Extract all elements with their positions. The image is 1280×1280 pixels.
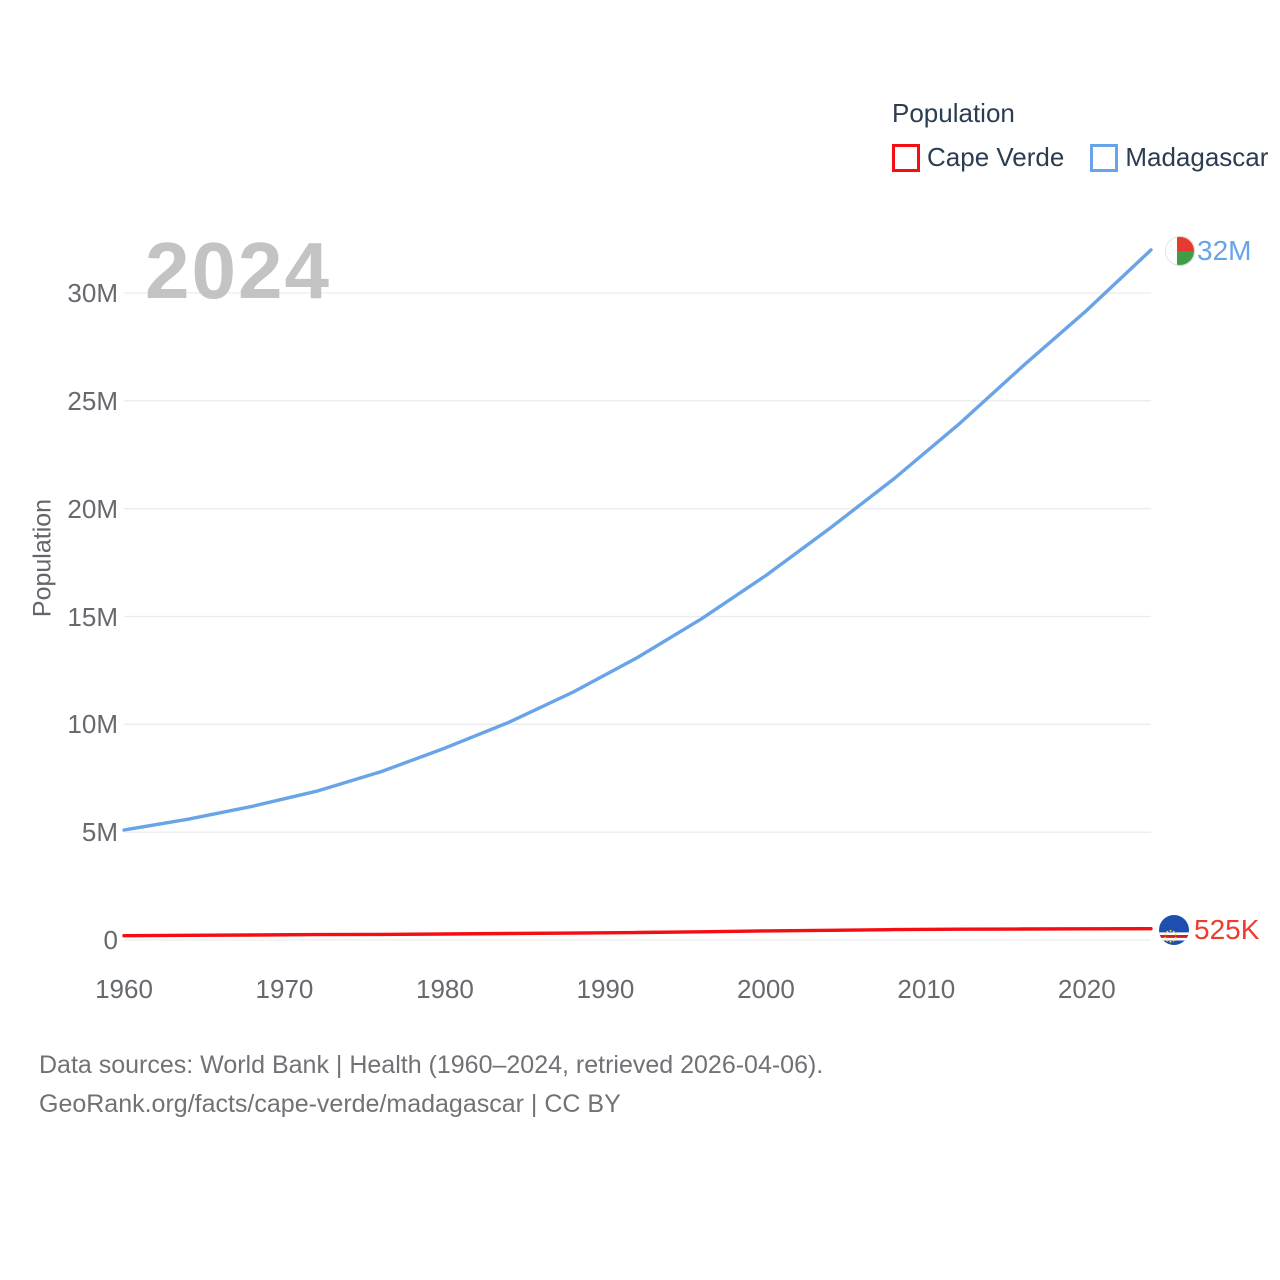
- y-tick-label: 15M: [67, 601, 118, 632]
- legend-title: Population: [892, 98, 1015, 128]
- y-tick-label: 20M: [67, 493, 118, 524]
- y-tick-label: 5M: [81, 817, 118, 848]
- x-tick-label: 1990: [576, 974, 635, 1004]
- x-tick-label: 2010: [897, 974, 956, 1004]
- legend-item-madagascar[interactable]: Madagascar: [1090, 142, 1268, 173]
- cape-verde-series-swatch-icon: [892, 143, 920, 172]
- cape-verde-end-value-label: 525K: [1194, 913, 1260, 945]
- cape-verde-line[interactable]: [122, 927, 1153, 938]
- watermark-year: 2024: [145, 226, 331, 315]
- legend-item-cape-verde[interactable]: Cape Verde: [892, 142, 1064, 173]
- legend-item-label: Madagascar: [1125, 142, 1269, 172]
- x-tick-label: 2000: [736, 974, 795, 1004]
- y-tick-label: 10M: [67, 709, 118, 740]
- y-tick-label: 30M: [67, 278, 118, 308]
- madagascar-end-value-label: 32M: [1197, 234, 1252, 266]
- madagascar-series-swatch-icon: [1090, 143, 1119, 172]
- data-sources-text: Data sources: World Bank | Health (1960–…: [39, 1051, 824, 1079]
- madagascar-line[interactable]: [122, 248, 1153, 832]
- madagascar-flag-icon: [1165, 235, 1195, 266]
- legend-items: Cape Verde Madagascar: [892, 142, 1268, 173]
- cape-verde-flag-icon: [1159, 914, 1189, 945]
- x-tick-label: 1960: [95, 974, 153, 1004]
- attribution-link-text[interactable]: GeoRank.org/facts/cape-verde/madagascar …: [39, 1090, 621, 1118]
- legend-item-label: Cape Verde: [927, 142, 1065, 172]
- legend: Population Cape Verde Madagascar: [892, 98, 1268, 173]
- x-tick-label: 2020: [1057, 974, 1116, 1004]
- x-tick-label: 1970: [255, 974, 314, 1004]
- y-tick-label: 0: [103, 925, 118, 955]
- x-tick-label: 1980: [416, 974, 474, 1004]
- footer: Data sources: World Bank | Health (1960–…: [39, 1046, 823, 1124]
- y-tick-label: 25M: [67, 385, 118, 416]
